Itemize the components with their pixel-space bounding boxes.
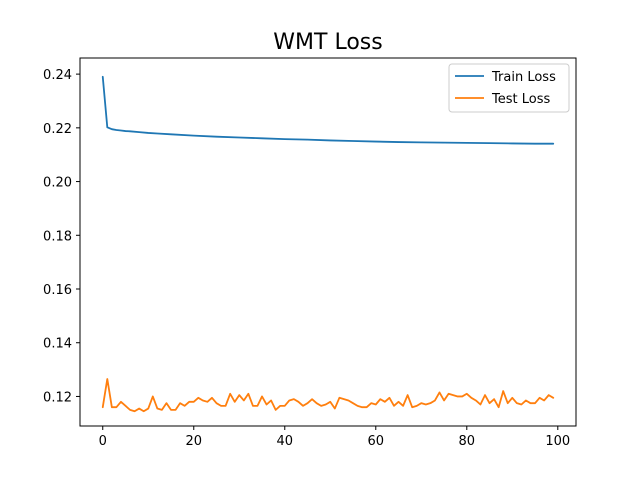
y-axis: 0.12 0.14 0.16 0.18 0.20 0.22 0.24 bbox=[43, 68, 80, 405]
plot-frame bbox=[79, 57, 577, 427]
x-tick-label: 60 bbox=[368, 434, 385, 449]
y-tick-label: 0.16 bbox=[43, 283, 72, 298]
chart-title: WMT Loss bbox=[273, 30, 382, 55]
x-tick-label: 100 bbox=[545, 434, 570, 449]
y-tick-label: 0.18 bbox=[43, 229, 72, 244]
y-tick-label: 0.22 bbox=[43, 122, 72, 137]
x-tick-label: 20 bbox=[185, 434, 202, 449]
series-layer bbox=[101, 75, 555, 413]
legend: Train Loss Test Loss bbox=[448, 63, 570, 113]
y-tick-label: 0.20 bbox=[43, 176, 72, 191]
x-axis: 0 20 40 60 80 100 bbox=[99, 426, 570, 449]
series-line-test-loss bbox=[101, 378, 555, 413]
plot-background bbox=[80, 58, 576, 426]
y-tick-label: 0.12 bbox=[43, 390, 72, 405]
x-tick-label: 40 bbox=[276, 434, 293, 449]
legend-label-train-loss: Train Loss bbox=[491, 70, 556, 85]
y-tick-label: 0.24 bbox=[43, 68, 72, 83]
x-tick-label: 0 bbox=[99, 434, 107, 449]
y-tick-label: 0.14 bbox=[43, 337, 72, 352]
legend-label-test-loss: Test Loss bbox=[491, 92, 550, 107]
x-tick-label: 80 bbox=[459, 434, 476, 449]
series-line-train-loss bbox=[101, 75, 555, 145]
plot-area bbox=[79, 57, 577, 427]
